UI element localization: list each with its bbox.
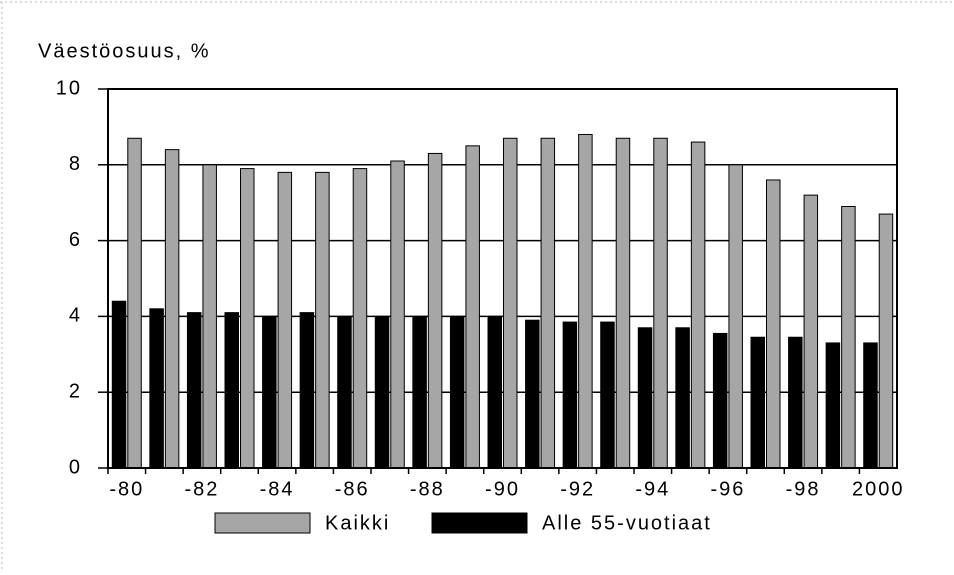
bar (374, 315, 390, 469)
legend-swatch (214, 512, 311, 534)
bar (712, 332, 728, 469)
y-tick-label: 0 (69, 456, 82, 478)
bar (164, 149, 180, 469)
bar (825, 342, 841, 469)
bar (503, 137, 518, 469)
x-tick-label: -84 (260, 478, 295, 500)
bar (675, 327, 690, 469)
bar (863, 342, 878, 469)
bar (562, 321, 578, 469)
bar (427, 152, 443, 469)
y-tick-label: 2 (69, 380, 82, 402)
bar (262, 315, 277, 469)
bar (728, 164, 743, 469)
legend-label: Kaikki (325, 512, 390, 534)
bar (878, 213, 894, 469)
bar (149, 308, 164, 469)
bar (202, 164, 217, 469)
x-tick-label: -94 (635, 478, 670, 500)
bar (449, 315, 465, 469)
y-tick-label: 4 (69, 305, 82, 327)
plot-frame (107, 88, 898, 469)
bar (277, 171, 293, 469)
x-tick-label: -86 (335, 478, 370, 500)
bar (750, 336, 765, 469)
bar (412, 315, 427, 469)
x-tick-label: 2000 (852, 478, 905, 500)
bar (803, 194, 819, 469)
bar (240, 168, 255, 469)
bar (315, 171, 330, 469)
bar (653, 137, 668, 469)
x-tick-label: -88 (410, 478, 445, 500)
y-tick-label: 8 (69, 153, 82, 175)
bar (615, 137, 631, 469)
bar (525, 319, 540, 469)
legend-swatch (431, 512, 528, 534)
y-axis-label: Väestöosuus, % (38, 40, 211, 62)
bar (186, 312, 202, 469)
bar (578, 133, 593, 469)
bar (111, 300, 127, 469)
bar (766, 179, 781, 469)
bar (841, 205, 856, 469)
bar (390, 160, 405, 469)
legend-label: Alle 55-vuotiaat (542, 512, 712, 534)
x-tick-label: -82 (184, 478, 219, 500)
bar (299, 312, 315, 469)
bar (224, 312, 239, 469)
bar (352, 168, 368, 469)
x-tick-label: -96 (710, 478, 745, 500)
bar (127, 137, 142, 469)
bar (540, 137, 556, 469)
x-tick-label: -98 (786, 478, 821, 500)
bar (690, 141, 706, 469)
y-tick-label: 10 (56, 77, 82, 99)
bar (465, 145, 480, 469)
x-tick-label: -90 (485, 478, 520, 500)
x-tick-label: -92 (560, 478, 595, 500)
y-tick-label: 6 (69, 229, 82, 251)
x-tick-label: -80 (109, 478, 144, 500)
bar (637, 327, 653, 469)
bar (788, 336, 803, 469)
bar (337, 315, 352, 469)
bar (487, 315, 502, 469)
bar (600, 321, 615, 469)
